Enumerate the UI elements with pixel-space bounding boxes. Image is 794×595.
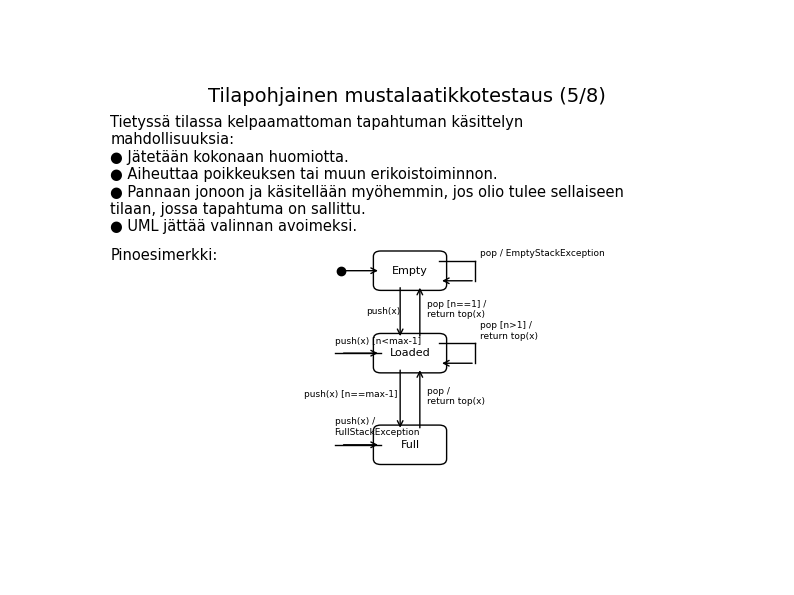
Text: pop [n==1] /
return top(x): pop [n==1] / return top(x) (427, 300, 487, 320)
Text: Loaded: Loaded (390, 348, 430, 358)
Text: Tietyssä tilassa kelpaamattoman tapahtuman käsittelyn: Tietyssä tilassa kelpaamattoman tapahtum… (110, 115, 523, 130)
Text: tilaan, jossa tapahtuma on sallittu.: tilaan, jossa tapahtuma on sallittu. (110, 202, 366, 217)
Text: mahdollisuuksia:: mahdollisuuksia: (110, 132, 234, 148)
Text: pop / EmptyStackException: pop / EmptyStackException (480, 249, 604, 258)
Text: pop [n>1] /
return top(x): pop [n>1] / return top(x) (480, 321, 538, 341)
Text: push(x): push(x) (366, 308, 400, 317)
FancyBboxPatch shape (373, 251, 446, 290)
Text: push(x) /
FullStackException: push(x) / FullStackException (334, 417, 420, 437)
Text: Pinoesimerkki:: Pinoesimerkki: (110, 248, 218, 263)
FancyBboxPatch shape (373, 425, 446, 465)
Text: push(x) [n<max-1]: push(x) [n<max-1] (334, 337, 421, 346)
Text: Full: Full (400, 440, 419, 450)
Text: ● Pannaan jonoon ja käsitellään myöhemmin, jos olio tulee sellaiseen: ● Pannaan jonoon ja käsitellään myöhemmi… (110, 184, 624, 199)
Text: ● Aiheuttaa poikkeuksen tai muun erikoistoiminnon.: ● Aiheuttaa poikkeuksen tai muun erikois… (110, 167, 498, 182)
Text: push(x) [n==max-1]: push(x) [n==max-1] (303, 390, 397, 399)
FancyBboxPatch shape (373, 333, 446, 373)
Text: ● Jätetään kokonaan huomiotta.: ● Jätetään kokonaan huomiotta. (110, 150, 349, 165)
Text: pop /
return top(x): pop / return top(x) (427, 387, 485, 406)
Text: Empty: Empty (392, 266, 428, 275)
Text: ● UML jättää valinnan avoimeksi.: ● UML jättää valinnan avoimeksi. (110, 220, 357, 234)
Text: Tilapohjainen mustalaatikkotestaus (5/8): Tilapohjainen mustalaatikkotestaus (5/8) (208, 87, 606, 107)
